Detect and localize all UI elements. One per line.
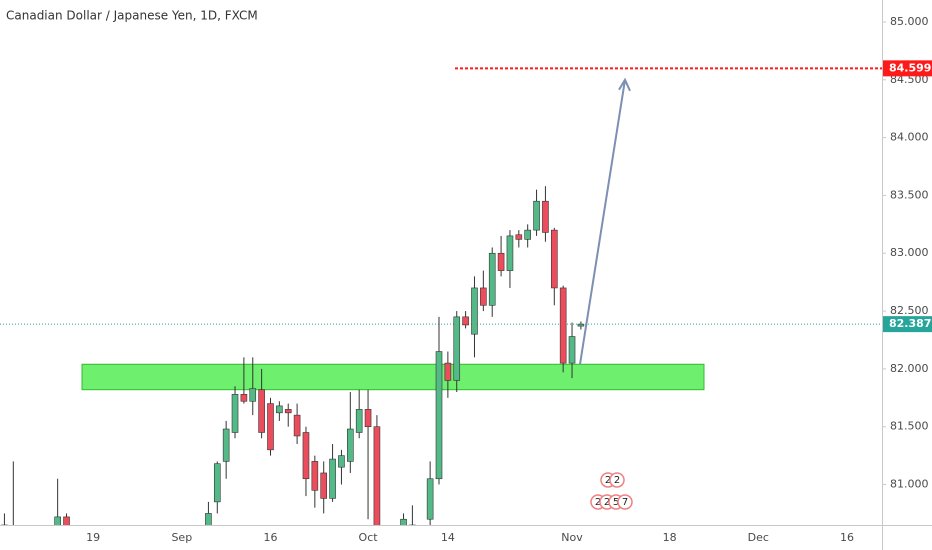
candle-body xyxy=(364,409,372,428)
candle-body xyxy=(373,426,381,525)
candle-body xyxy=(320,472,328,499)
target-price-label-box xyxy=(883,60,932,77)
y-tick-label: 82.000 xyxy=(890,362,929,375)
candle-body xyxy=(400,518,407,525)
y-tick-label: 82.500 xyxy=(890,304,929,317)
candle-body xyxy=(284,409,292,414)
candle-body xyxy=(435,351,443,480)
candle-body xyxy=(302,432,310,480)
y-tick-label: 85.000 xyxy=(890,15,929,28)
candle-body xyxy=(462,316,469,326)
x-tick-label: Dec xyxy=(748,531,769,544)
candle-body xyxy=(515,234,523,240)
event-label: 5 xyxy=(613,497,619,508)
y-tick-label: 81.000 xyxy=(890,478,929,491)
x-tick-label: 16 xyxy=(840,531,854,544)
x-tick-label: Oct xyxy=(359,531,379,544)
y-tick-label: 84.000 xyxy=(890,131,929,144)
x-tick-label: Nov xyxy=(561,531,583,544)
candle-body xyxy=(329,458,336,499)
x-tick-label: Sep xyxy=(171,531,192,544)
candle-body xyxy=(524,229,531,240)
event-label: 2 xyxy=(614,475,620,486)
candle-body xyxy=(550,229,558,289)
candle-body xyxy=(54,516,61,525)
arrow-head xyxy=(618,77,631,92)
candle-body xyxy=(568,336,576,364)
candle-body xyxy=(577,323,585,327)
candle-body xyxy=(444,362,452,381)
y-tick-label: 83.000 xyxy=(890,246,929,259)
candle-body xyxy=(63,516,70,525)
event-label: 2 xyxy=(604,497,610,508)
x-tick-label: 14 xyxy=(441,531,455,544)
candle-body xyxy=(533,200,540,231)
event-icon xyxy=(617,494,633,510)
x-tick-label: 19 xyxy=(86,531,100,544)
candle-body xyxy=(559,287,567,364)
target-price-label: 84.599 xyxy=(889,61,931,74)
candle-body xyxy=(222,428,230,462)
event-label: 2 xyxy=(605,475,611,486)
candle-body xyxy=(240,394,248,402)
candle-body xyxy=(267,403,274,451)
candle-body xyxy=(276,405,283,414)
candle-body xyxy=(542,200,549,233)
candle-body xyxy=(293,414,301,437)
candle-body xyxy=(347,428,354,462)
candle-body xyxy=(488,252,496,306)
x-tick-label: 16 xyxy=(263,531,277,544)
candle-body xyxy=(258,389,265,433)
support-zone xyxy=(81,363,705,391)
candle-body xyxy=(453,316,461,381)
candle-body xyxy=(506,235,514,271)
event-label: 7 xyxy=(622,497,628,508)
candle-body xyxy=(426,478,434,520)
event-label: 2 xyxy=(595,497,601,508)
event-icon xyxy=(609,472,625,488)
candle-body xyxy=(338,455,345,468)
candle-body xyxy=(231,394,239,433)
candle-body xyxy=(213,463,221,503)
candle-body xyxy=(497,252,505,271)
last-price-label-box xyxy=(883,316,932,333)
last-price-label: 82.387 xyxy=(889,317,931,330)
y-tick-label: 83.500 xyxy=(890,188,929,201)
x-tick-label: 18 xyxy=(663,531,677,544)
candle-body xyxy=(311,461,319,491)
arrow xyxy=(579,79,626,365)
candle-body xyxy=(471,287,478,335)
y-tick-label: 81.500 xyxy=(890,420,929,433)
candle-body xyxy=(480,287,487,306)
candle-body xyxy=(249,388,257,402)
plot-area: 2 22 2 5 7 xyxy=(0,67,882,525)
chart-title: Canadian Dollar / Japanese Yen, 1D, FXCM xyxy=(6,9,258,23)
candle-body xyxy=(355,409,363,433)
